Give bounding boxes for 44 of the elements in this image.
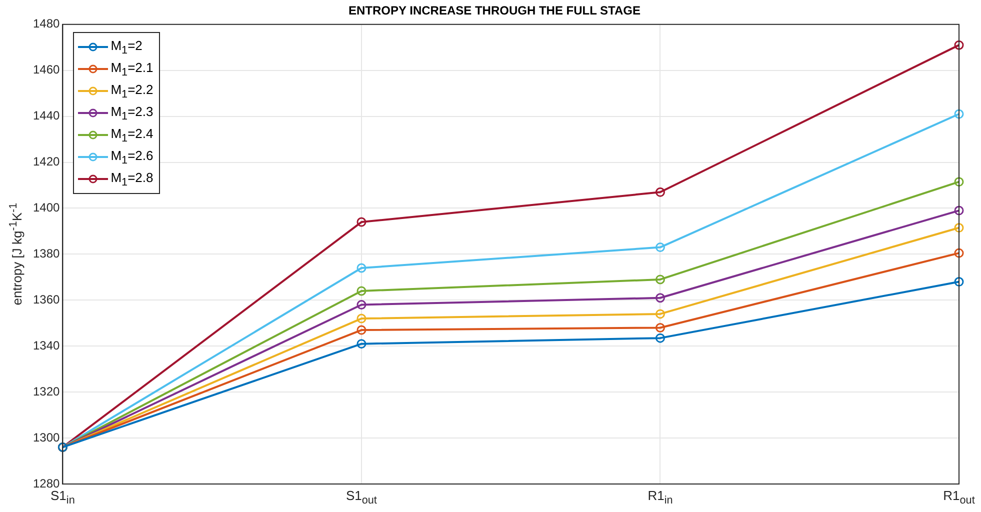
point — [356, 263, 366, 273]
point — [954, 109, 964, 119]
y-tick-label: 1440 — [32, 108, 60, 123]
x-tick-label: S1$_{out}$ — [346, 488, 377, 507]
x-tick-label: R1$_{out}$ — [943, 488, 975, 507]
y-tick-label: 1420 — [32, 154, 60, 169]
point — [954, 206, 964, 216]
y-tick-label: 1380 — [32, 246, 60, 261]
point — [954, 40, 964, 50]
point — [356, 314, 366, 324]
point — [954, 223, 964, 233]
chart-title: ENTROPY INCREASE THROUGH THE FULL STAGE — [348, 4, 641, 18]
point — [356, 325, 366, 335]
y-tick-label: 1280 — [32, 476, 60, 490]
point — [356, 217, 366, 227]
point — [655, 274, 665, 284]
legend-label: M$_{1}$=2.1 — [110, 60, 154, 79]
point — [655, 322, 665, 332]
x-tick-label: R1$_{in}$ — [648, 488, 673, 507]
y-tick-label: 1340 — [32, 338, 60, 352]
point — [954, 177, 964, 187]
y-tick-label: 1360 — [32, 292, 60, 306]
legend-label: M$_{1}$=2 — [110, 38, 142, 57]
point — [954, 248, 964, 258]
point — [655, 187, 665, 197]
point — [356, 286, 366, 296]
point — [655, 293, 665, 303]
y-tick-label: 1460 — [32, 62, 60, 77]
point — [356, 300, 366, 310]
point — [954, 277, 964, 287]
y-tick-label: 1300 — [32, 430, 60, 444]
legend-label: M$_{1}$=2.4 — [110, 126, 154, 145]
point — [655, 309, 665, 319]
point — [655, 242, 665, 252]
x-tick-label: S1$_{in}$ — [50, 488, 75, 507]
legend-label: M$_{1}$=2.2 — [110, 82, 154, 101]
legend-label: M$_{1}$=2.8 — [110, 170, 154, 189]
y-tick-label: 1480 — [32, 16, 60, 31]
y-tick-label: 1320 — [32, 384, 60, 398]
point — [655, 333, 665, 343]
legend-label: M$_{1}$=2.6 — [110, 148, 154, 167]
point — [356, 339, 366, 349]
legend-label: M$_{1}$=2.3 — [110, 104, 154, 123]
y-tick-label: 1400 — [32, 200, 60, 215]
